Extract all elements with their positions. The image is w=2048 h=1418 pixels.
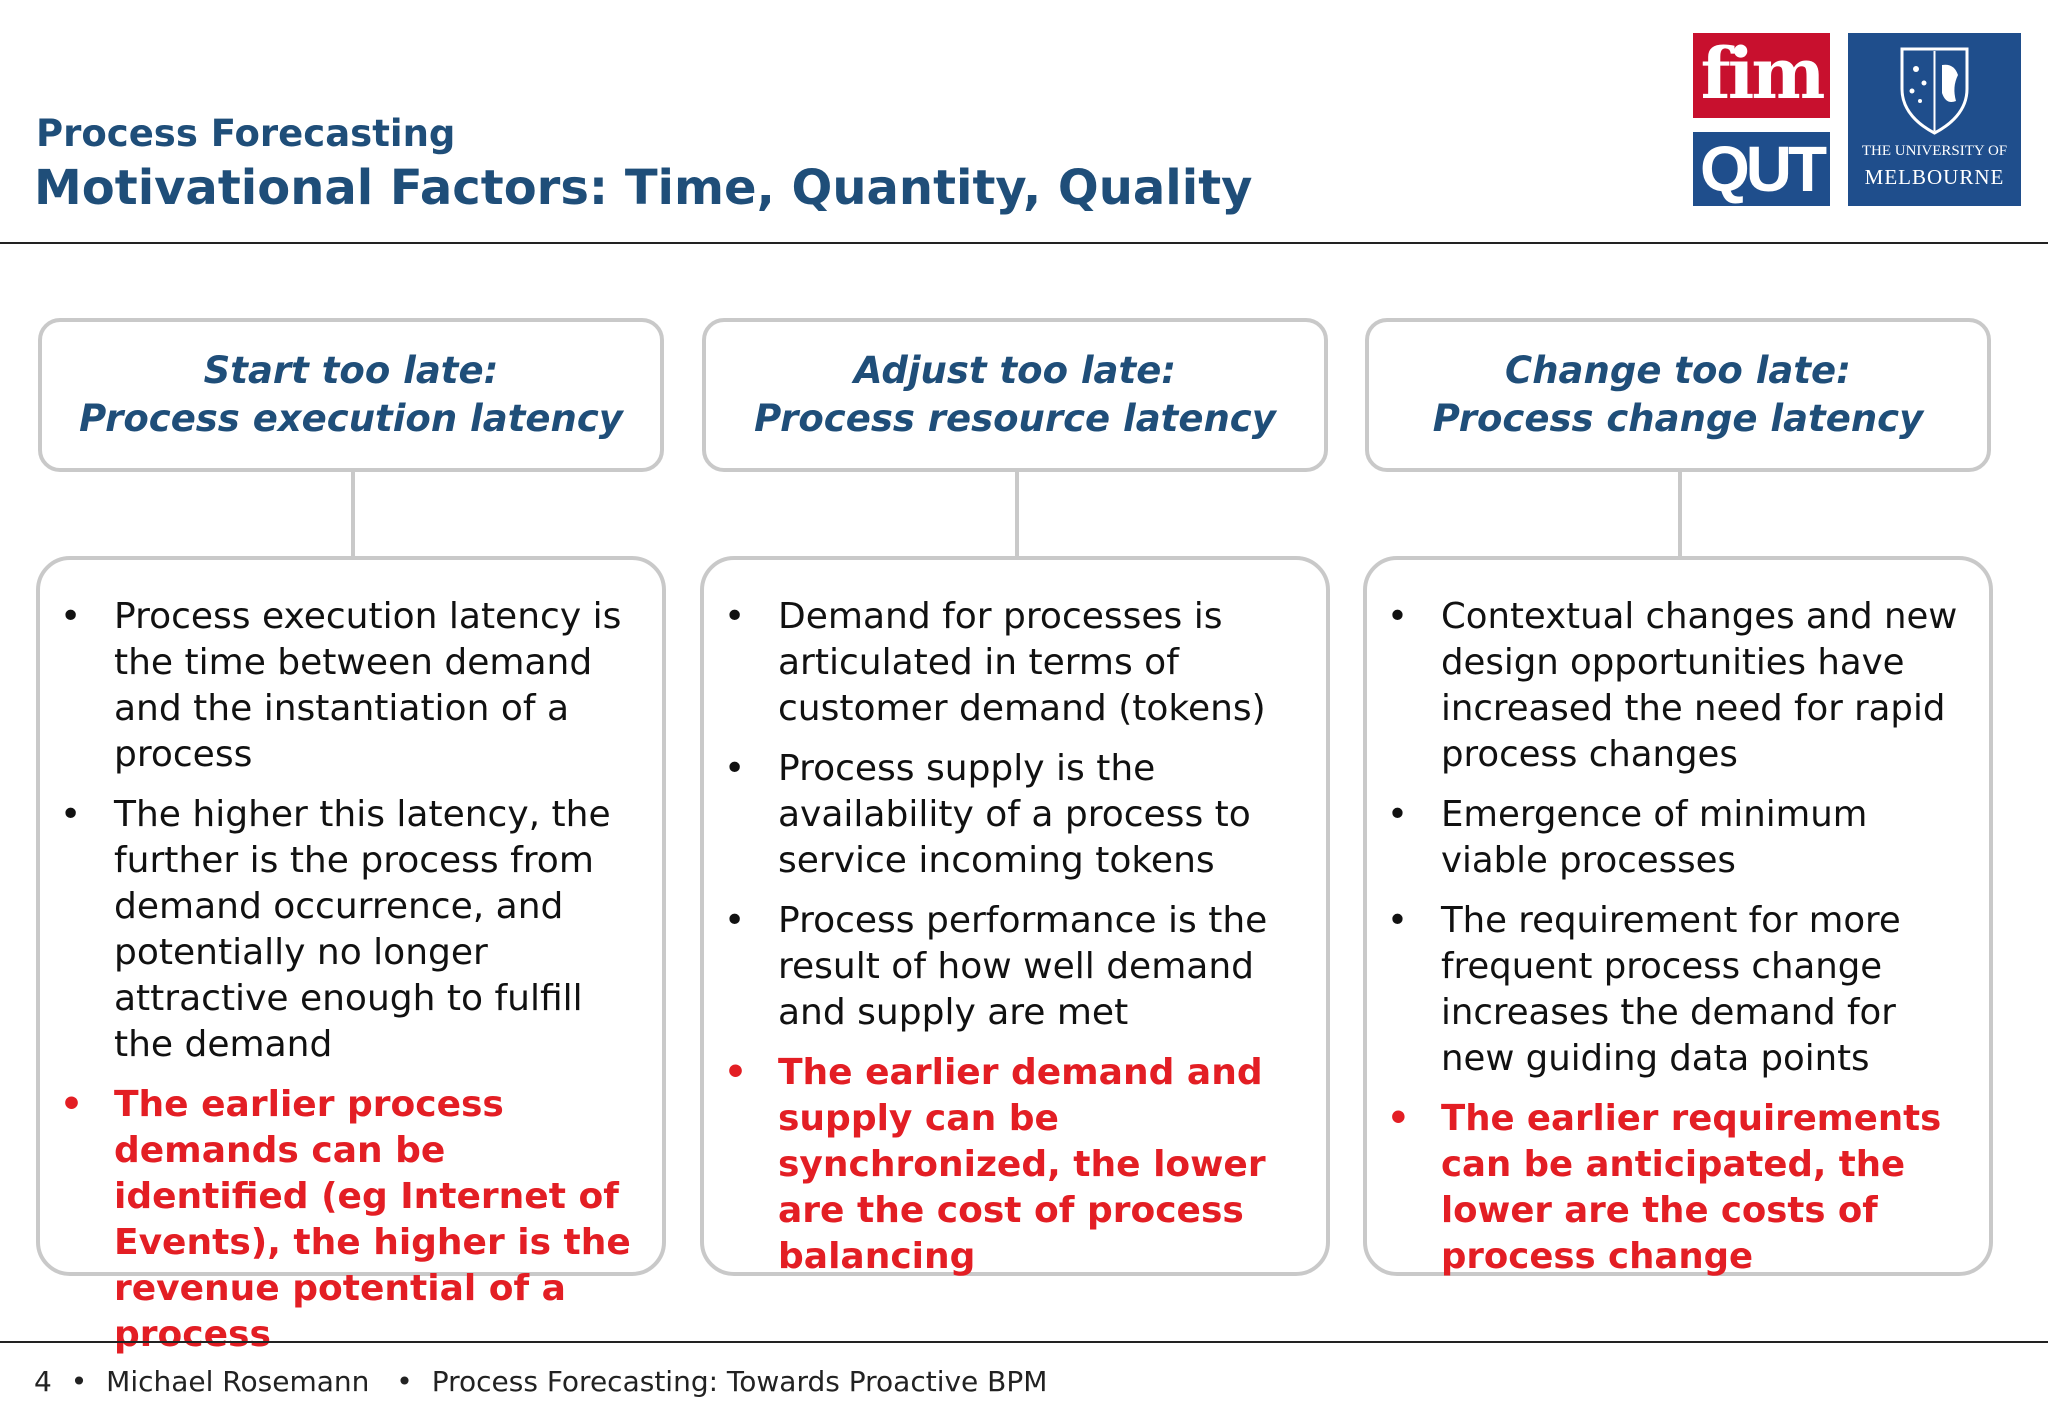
- bullet-text: The higher this latency, the further is …: [114, 794, 611, 1065]
- column-1-bullet-list: • Process execution latency is the time b…: [58, 594, 642, 1358]
- bullet-dot-icon: •: [724, 900, 746, 941]
- column-3-heading-box: Change too late: Process change latency: [1365, 318, 1991, 472]
- melbourne-logo-line1: THE UNIVERSITY OF: [1861, 143, 2008, 159]
- bullet-item: • Process performance is the result of ho…: [722, 898, 1306, 1036]
- column-2-heading-box: Adjust too late: Process resource latenc…: [702, 318, 1328, 472]
- footer-separator: •: [70, 1365, 88, 1398]
- highlight-bullet-item: • The earlier demand and supply can be sy…: [722, 1050, 1306, 1280]
- qut-logo-text: QUT: [1699, 133, 1827, 205]
- bullet-text: Demand for processes is articulated in t…: [778, 596, 1266, 729]
- highlight-bullet-item: • The earlier process demands can be iden…: [58, 1082, 642, 1358]
- bullet-text: Process performance is the result of how…: [778, 900, 1268, 1033]
- footer-separator: •: [396, 1365, 413, 1398]
- column-1-heading-box: Start too late: Process execution latenc…: [38, 318, 664, 472]
- bullet-text: Emergence of minimum viable processes: [1441, 794, 1868, 881]
- bullet-dot-icon: •: [60, 794, 82, 835]
- bullet-dot-icon: •: [60, 596, 82, 637]
- bullet-item: • Demand for processes is articulated in …: [722, 594, 1306, 732]
- column-3-body-box: • Contextual changes and new design oppor…: [1363, 556, 1993, 1277]
- column-3-connector: [1678, 472, 1682, 556]
- bullet-text: The requirement for more frequent proces…: [1441, 900, 1901, 1079]
- column-3-heading-line2: Process change latency: [1432, 397, 1924, 440]
- highlight-text: The earlier process demands can be ident…: [114, 1084, 631, 1355]
- column-1-heading-line1: Start too late:: [203, 349, 499, 392]
- bullet-dot-icon: •: [724, 596, 746, 637]
- bullet-item: • The requirement for more frequent proce…: [1385, 898, 1969, 1082]
- fim-logo-text: fim: [1700, 32, 1826, 115]
- column-3-heading-line1: Change too late:: [1505, 349, 1851, 392]
- bullet-item: • Emergence of minimum viable processes: [1385, 792, 1969, 884]
- bullet-dot-icon: •: [1387, 900, 1408, 941]
- section-subtitle: Process Forecasting: [36, 112, 456, 155]
- column-1-heading-line2: Process execution latency: [79, 397, 623, 440]
- bullet-item: • Contextual changes and new design oppor…: [1385, 594, 1969, 778]
- slide-title: Motivational Factors: Time, Quantity, Qu…: [34, 160, 1253, 216]
- bullet-text: Contextual changes and new design opport…: [1441, 596, 1958, 775]
- bullet-item: • Process execution latency is the time b…: [58, 594, 642, 778]
- footer-author: Michael Rosemann: [106, 1365, 370, 1398]
- university-crest-icon: [1900, 47, 1969, 135]
- qut-logo: QUT: [1693, 132, 1830, 206]
- highlight-bullet-item: • The earlier requirements can be anticip…: [1385, 1096, 1969, 1280]
- footer: 4 • Michael Rosemann • Process Forecasti…: [34, 1365, 1057, 1398]
- column-2-connector: [1015, 472, 1019, 556]
- header-divider: [0, 242, 2048, 244]
- column-2-heading-line2: Process resource latency: [754, 397, 1276, 440]
- bullet-dot-icon: •: [1387, 1098, 1410, 1139]
- footer-talk-title: Process Forecasting: Towards Proactive B…: [431, 1365, 1048, 1398]
- bullet-text: Process supply is the availability of a …: [778, 748, 1251, 881]
- melbourne-logo-line2: MELBOURNE: [1864, 165, 2005, 189]
- column-1-body-box: • Process execution latency is the time b…: [36, 556, 666, 1355]
- bullet-dot-icon: •: [724, 1052, 748, 1093]
- footer-divider: [0, 1341, 2048, 1343]
- bullet-item: • The higher this latency, the further is…: [58, 792, 642, 1068]
- fim-logo: fim: [1693, 33, 1830, 118]
- highlight-text: The earlier requirements can be anticipa…: [1441, 1098, 1942, 1277]
- column-2-heading-line1: Adjust too late:: [853, 349, 1177, 392]
- bullet-item: • Process supply is the availability of a…: [722, 746, 1306, 884]
- melbourne-logo: THE UNIVERSITY OF MELBOURNE: [1848, 33, 2021, 206]
- highlight-text: The earlier demand and supply can be syn…: [778, 1052, 1266, 1277]
- bullet-dot-icon: •: [724, 748, 746, 789]
- column-3-bullet-list: • Contextual changes and new design oppor…: [1385, 594, 1969, 1280]
- column-1-connector: [351, 472, 355, 556]
- bullet-text: Process execution latency is the time be…: [114, 596, 622, 775]
- column-2-body-box: • Demand for processes is articulated in …: [700, 556, 1330, 1277]
- bullet-dot-icon: •: [60, 1084, 84, 1125]
- page-number: 4: [34, 1365, 52, 1398]
- bullet-dot-icon: •: [1387, 596, 1408, 637]
- column-2-bullet-list: • Demand for processes is articulated in …: [722, 594, 1306, 1280]
- bullet-dot-icon: •: [1387, 794, 1408, 835]
